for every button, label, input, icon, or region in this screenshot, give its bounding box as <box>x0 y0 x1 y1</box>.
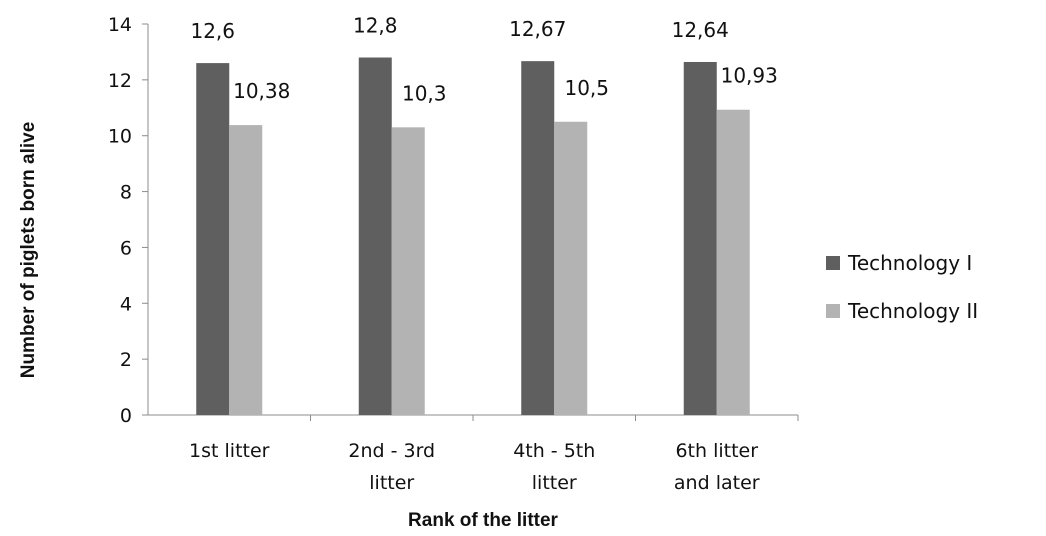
bar-technology-i <box>358 57 392 416</box>
y-tick-label: 4 <box>120 293 132 315</box>
legend-label: Technology II <box>847 299 978 323</box>
legend-label: Technology I <box>847 251 972 275</box>
y-tick-label: 0 <box>120 405 132 427</box>
x-tick-label: 6th litter and later <box>674 440 760 494</box>
data-label: 12,64 <box>672 18 729 42</box>
bars <box>196 57 750 416</box>
x-tick-label: 1st litter <box>189 440 270 462</box>
data-label: 10,3 <box>402 81 447 105</box>
legend: Technology I Technology II <box>826 251 978 323</box>
data-label: 10,5 <box>564 76 609 100</box>
x-tick-label: 2nd - 3rd litter <box>348 440 435 494</box>
bar-technology-i <box>196 63 230 415</box>
y-tick-label: 8 <box>120 182 132 204</box>
bar-technology-ii <box>554 121 588 415</box>
bar-technology-i <box>683 61 717 416</box>
x-axis-title: Rank of the litter <box>408 510 559 531</box>
axes: 0 2 4 6 8 10 12 14 1st litter 2nd - 3rd litter 4th … <box>108 14 799 494</box>
y-tick-label: 2 <box>120 349 132 371</box>
data-labels: 12,6 10,38 12,8 10,3 12,67 10,5 12,64 10,93 <box>190 14 777 106</box>
legend-swatch <box>826 304 840 318</box>
data-label: 10,38 <box>233 79 290 103</box>
y-tick-label: 10 <box>108 126 132 148</box>
y-tick-label: 14 <box>108 14 132 36</box>
data-label: 12,67 <box>509 17 566 41</box>
x-tick-label: 4th - 5th litter <box>513 440 595 494</box>
data-label: 12,8 <box>353 14 398 38</box>
data-label: 12,6 <box>190 19 235 43</box>
bar-technology-ii <box>716 109 750 415</box>
y-axis-title: Number of piglets born alive <box>18 122 39 379</box>
y-tick-label: 12 <box>108 70 132 92</box>
bar-technology-i <box>521 61 555 416</box>
data-label: 10,93 <box>721 64 778 88</box>
bar-technology-ii <box>391 127 425 415</box>
y-tick-label: 6 <box>120 237 132 259</box>
legend-swatch <box>826 256 840 270</box>
bar-technology-ii <box>229 125 263 415</box>
